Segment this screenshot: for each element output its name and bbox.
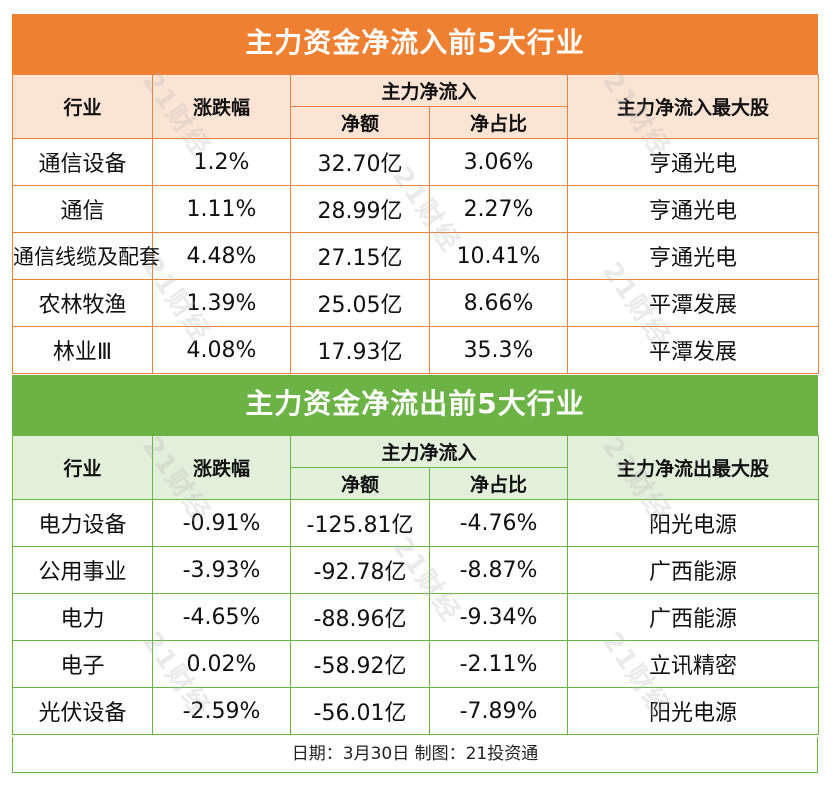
table-row: 公用事业 -3.93% -92.78亿 -8.87% 广西能源 — [12, 546, 820, 594]
outflow-rows: 电力设备 -0.91% -125.81亿 -4.76% 阳光电源 公用事业 -3… — [12, 499, 820, 735]
cell-change: 1.11% — [152, 185, 291, 233]
cell-top-stock: 亨通光电 — [567, 232, 820, 280]
cell-amount: 27.15亿 — [290, 232, 430, 280]
cell-change: -0.91% — [152, 499, 291, 547]
cell-amount: -88.96亿 — [290, 593, 430, 641]
cell-ratio: 35.3% — [428, 326, 569, 374]
inflow-title: 主力资金净流入前5大行业 — [12, 14, 818, 74]
cell-change: -3.93% — [152, 546, 291, 594]
header-top-stock: 主力净流出最大股 — [567, 435, 820, 500]
header-ratio: 净占比 — [428, 106, 569, 139]
cell-amount: 17.93亿 — [290, 326, 430, 374]
cell-industry: 通信线缆及配套 — [12, 232, 160, 280]
cell-amount: -125.81亿 — [290, 499, 430, 547]
cell-top-stock: 平潭发展 — [567, 279, 820, 327]
header-ratio: 净占比 — [428, 467, 569, 500]
header-change: 涨跌幅 — [152, 74, 291, 139]
header-group: 主力净流入 — [289, 74, 569, 107]
table-row: 通信 1.11% 28.99亿 2.27% 亨通光电 — [12, 185, 820, 233]
cell-amount: -56.01亿 — [290, 687, 430, 735]
outflow-title: 主力资金净流出前5大行业 — [12, 375, 818, 435]
cell-amount: 28.99亿 — [290, 185, 430, 233]
table-row: 农林牧渔 1.39% 25.05亿 8.66% 平潭发展 — [12, 279, 820, 327]
cell-change: -2.59% — [152, 687, 291, 735]
inflow-panel: 主力资金净流入前5大行业 行业 涨跌幅 主力净流入 主力净流入最大股 净额 净占… — [12, 14, 820, 374]
table-row: 通信设备 1.2% 32.70亿 3.06% 亨通光电 — [12, 138, 820, 186]
header-amount: 净额 — [290, 106, 430, 139]
header-group: 主力净流入 — [289, 435, 569, 468]
cell-industry: 公用事业 — [12, 546, 153, 594]
header-amount: 净额 — [290, 467, 430, 500]
cell-ratio: -8.87% — [428, 546, 569, 594]
header-top-stock: 主力净流入最大股 — [567, 74, 820, 139]
cell-top-stock: 平潭发展 — [567, 326, 820, 374]
cell-ratio: -7.89% — [428, 687, 569, 735]
cell-amount: -92.78亿 — [290, 546, 430, 594]
cell-industry: 光伏设备 — [12, 687, 153, 735]
cell-change: -4.65% — [152, 593, 291, 641]
cell-change: 1.39% — [152, 279, 291, 327]
cell-top-stock: 广西能源 — [567, 593, 820, 641]
cell-ratio: 10.41% — [428, 232, 569, 280]
table-row: 光伏设备 -2.59% -56.01亿 -7.89% 阳光电源 — [12, 687, 820, 735]
outflow-panel: 主力资金净流出前5大行业 行业 涨跌幅 主力净流入 主力净流出最大股 净额 净占… — [12, 375, 820, 735]
header-industry: 行业 — [12, 435, 153, 500]
cell-top-stock: 阳光电源 — [567, 499, 820, 547]
table-row: 电子 0.02% -58.92亿 -2.11% 立讯精密 — [12, 640, 820, 688]
table-row: 通信线缆及配套 4.48% 27.15亿 10.41% 亨通光电 — [12, 232, 820, 280]
cell-industry: 电子 — [12, 640, 153, 688]
cell-change: 4.48% — [152, 232, 291, 280]
cell-change: 4.08% — [152, 326, 291, 374]
table-row: 林业Ⅲ 4.08% 17.93亿 35.3% 平潭发展 — [12, 326, 820, 374]
cell-industry: 电力 — [12, 593, 153, 641]
cell-amount: 25.05亿 — [290, 279, 430, 327]
cell-ratio: 2.27% — [428, 185, 569, 233]
header-industry: 行业 — [12, 74, 153, 139]
cell-top-stock: 亨通光电 — [567, 185, 820, 233]
cell-industry: 通信 — [12, 185, 153, 233]
cell-amount: -58.92亿 — [290, 640, 430, 688]
inflow-rows: 通信设备 1.2% 32.70亿 3.06% 亨通光电 通信 1.11% 28.… — [12, 138, 820, 374]
cell-ratio: 8.66% — [428, 279, 569, 327]
footer-caption: 日期：3月30日 制图：21投资通 — [12, 737, 818, 773]
outflow-table: 行业 涨跌幅 主力净流入 主力净流出最大股 净额 净占比 电力设备 -0.91%… — [12, 435, 820, 735]
cell-amount: 32.70亿 — [290, 138, 430, 186]
table-row: 电力设备 -0.91% -125.81亿 -4.76% 阳光电源 — [12, 499, 820, 547]
cell-change: 1.2% — [152, 138, 291, 186]
cell-ratio: -4.76% — [428, 499, 569, 547]
cell-ratio: 3.06% — [428, 138, 569, 186]
cell-ratio: -2.11% — [428, 640, 569, 688]
cell-industry: 通信设备 — [12, 138, 153, 186]
cell-ratio: -9.34% — [428, 593, 569, 641]
cell-top-stock: 立讯精密 — [567, 640, 820, 688]
cell-industry: 林业Ⅲ — [12, 326, 153, 374]
inflow-table: 行业 涨跌幅 主力净流入 主力净流入最大股 净额 净占比 通信设备 1.2% 3… — [12, 74, 820, 374]
cell-top-stock: 阳光电源 — [567, 687, 820, 735]
cell-industry: 电力设备 — [12, 499, 153, 547]
cell-top-stock: 亨通光电 — [567, 138, 820, 186]
cell-industry: 农林牧渔 — [12, 279, 153, 327]
cell-change: 0.02% — [152, 640, 291, 688]
table-row: 电力 -4.65% -88.96亿 -9.34% 广西能源 — [12, 593, 820, 641]
cell-top-stock: 广西能源 — [567, 546, 820, 594]
header-change: 涨跌幅 — [152, 435, 291, 500]
